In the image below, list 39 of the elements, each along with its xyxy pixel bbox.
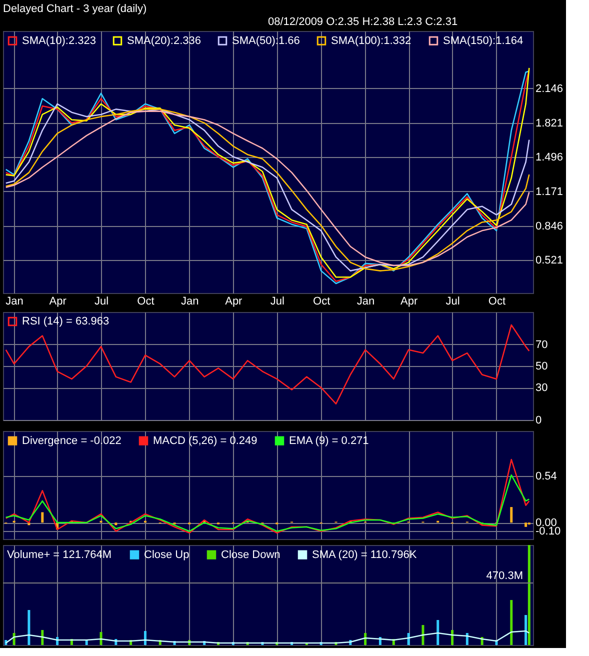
- legend-label: SMA(20):2.336: [127, 34, 201, 47]
- y-tick-label: 0.521: [536, 254, 564, 267]
- y-tick-label: 1.496: [536, 152, 564, 164]
- x-tick-label: Oct: [488, 296, 506, 308]
- y-tick-label: 2.146: [536, 82, 564, 95]
- x-tick-label: Oct: [313, 296, 330, 308]
- x-tick-label: Jul: [270, 296, 284, 308]
- y-tick-label: 30: [536, 382, 548, 394]
- legend-label: Close Up: [144, 548, 190, 561]
- y-tick-label: 0: [536, 414, 542, 426]
- legend-label: SMA (20) = 110.796K: [312, 548, 418, 561]
- x-tick-label: Apr: [225, 296, 243, 308]
- x-tick-label: Oct: [137, 296, 154, 308]
- y-tick-label: 70: [536, 338, 548, 351]
- y-tick-label: 1.171: [536, 186, 564, 198]
- legend-title: Volume+ = 121.764M: [7, 549, 112, 561]
- legend-label: Close Down: [221, 548, 280, 561]
- chart-title: Delayed Chart - 3 year (daily): [3, 3, 147, 15]
- legend-label: EMA (9) = 0.271: [289, 434, 369, 447]
- legend-label: SMA(150):1.164: [443, 34, 524, 47]
- x-tick-label: Jul: [94, 296, 109, 308]
- x-tick-label: Apr: [49, 296, 67, 308]
- legend-label: MACD (5,26) = 0.249: [153, 434, 258, 447]
- text: 08/12/2009 O:2.35 H:2.38 L:2.3 C:2.31: [268, 16, 458, 28]
- ref-line-label: 470.3M: [486, 570, 523, 582]
- y-tick-label: 50: [536, 360, 548, 372]
- x-tick-label: Jul: [446, 296, 460, 308]
- x-tick-label: Jan: [181, 296, 199, 308]
- legend-label: RSI (14) = 63.963: [22, 316, 110, 328]
- legend-label: Divergence = -0.022: [22, 434, 122, 447]
- x-tick-label: Jan: [356, 296, 375, 308]
- y-tick-label: 0.846: [536, 220, 564, 232]
- legend-label: SMA(100):1.332: [331, 34, 412, 47]
- x-tick-label: Jan: [6, 296, 24, 308]
- legend-label: SMA(50):1.66: [232, 34, 300, 47]
- x-tick-label: Apr: [400, 296, 418, 308]
- y-tick-label: 0.54: [536, 470, 557, 482]
- y-tick-label: 1.821: [536, 117, 564, 130]
- legend-label: SMA(10):2.323: [22, 34, 96, 47]
